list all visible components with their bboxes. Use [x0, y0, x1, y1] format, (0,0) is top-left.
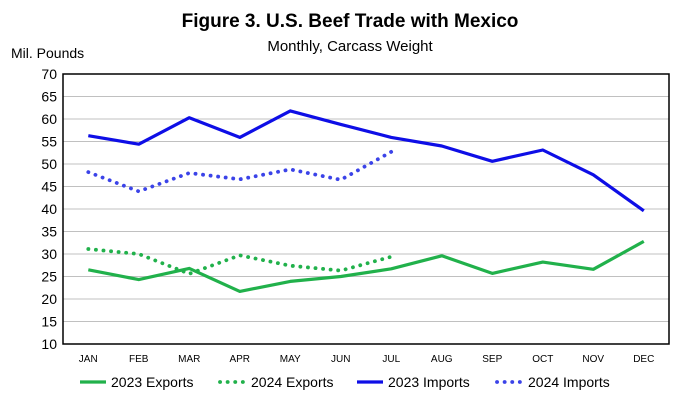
- y-tick-label: 40: [41, 201, 57, 217]
- legend: 2023 Exports 2024 Exports 2023 Imports 2024…: [80, 374, 610, 390]
- y-axis-label: Mil. Pounds: [11, 45, 84, 61]
- x-tick-label: JUN: [331, 354, 350, 365]
- x-tick-label: AUG: [431, 354, 453, 365]
- y-tick-labels: 10 15 20 25 30 35 40 45 50 55 60 65 70: [41, 66, 57, 352]
- x-tick-label: MAR: [178, 354, 200, 365]
- plot-area-border: [62, 73, 670, 345]
- x-tick-label: MAY: [280, 354, 301, 365]
- y-tick-label: 30: [41, 246, 57, 262]
- x-tick-label: JAN: [79, 354, 98, 365]
- x-tick-label: NOV: [582, 354, 604, 365]
- y-tick-label: 70: [41, 66, 57, 82]
- legend-label: 2023 Imports: [388, 374, 470, 390]
- x-tick-label: SEP: [482, 354, 502, 365]
- legend-label: 2024 Exports: [251, 374, 334, 390]
- series-line: [86, 247, 394, 276]
- legend-label: 2024 Imports: [528, 374, 610, 390]
- grid-lines: [63, 96, 669, 322]
- x-tick-label: FEB: [129, 354, 149, 365]
- y-tick-label: 15: [41, 314, 57, 330]
- y-tick-label: 20: [41, 291, 57, 307]
- y-tick-label: 65: [41, 89, 57, 105]
- y-tick-label: 35: [41, 224, 57, 240]
- y-tick-label: 50: [41, 156, 57, 172]
- x-tick-labels: JAN FEB MAR APR MAY JUN JUL AUG SEP OCT NOV DEC: [79, 354, 655, 365]
- x-tick-label: APR: [229, 354, 250, 365]
- y-tick-label: 25: [41, 269, 57, 285]
- x-tick-label: JUL: [382, 354, 400, 365]
- chart-title: Figure 3. U.S. Beef Trade with Mexico: [182, 11, 519, 32]
- y-tick-label: 60: [41, 111, 57, 127]
- y-tick-label: 45: [41, 179, 57, 195]
- series-lines: [86, 109, 645, 293]
- series-line: [86, 149, 394, 194]
- x-tick-label: DEC: [633, 354, 654, 365]
- y-tick-label: 55: [41, 134, 57, 150]
- x-tick-label: OCT: [532, 354, 553, 365]
- y-tick-label: 10: [41, 336, 57, 352]
- series-line: [87, 239, 645, 293]
- chart-subtitle: Monthly, Carcass Weight: [267, 38, 433, 55]
- legend-label: 2023 Exports: [111, 374, 194, 390]
- series-line: [88, 109, 645, 213]
